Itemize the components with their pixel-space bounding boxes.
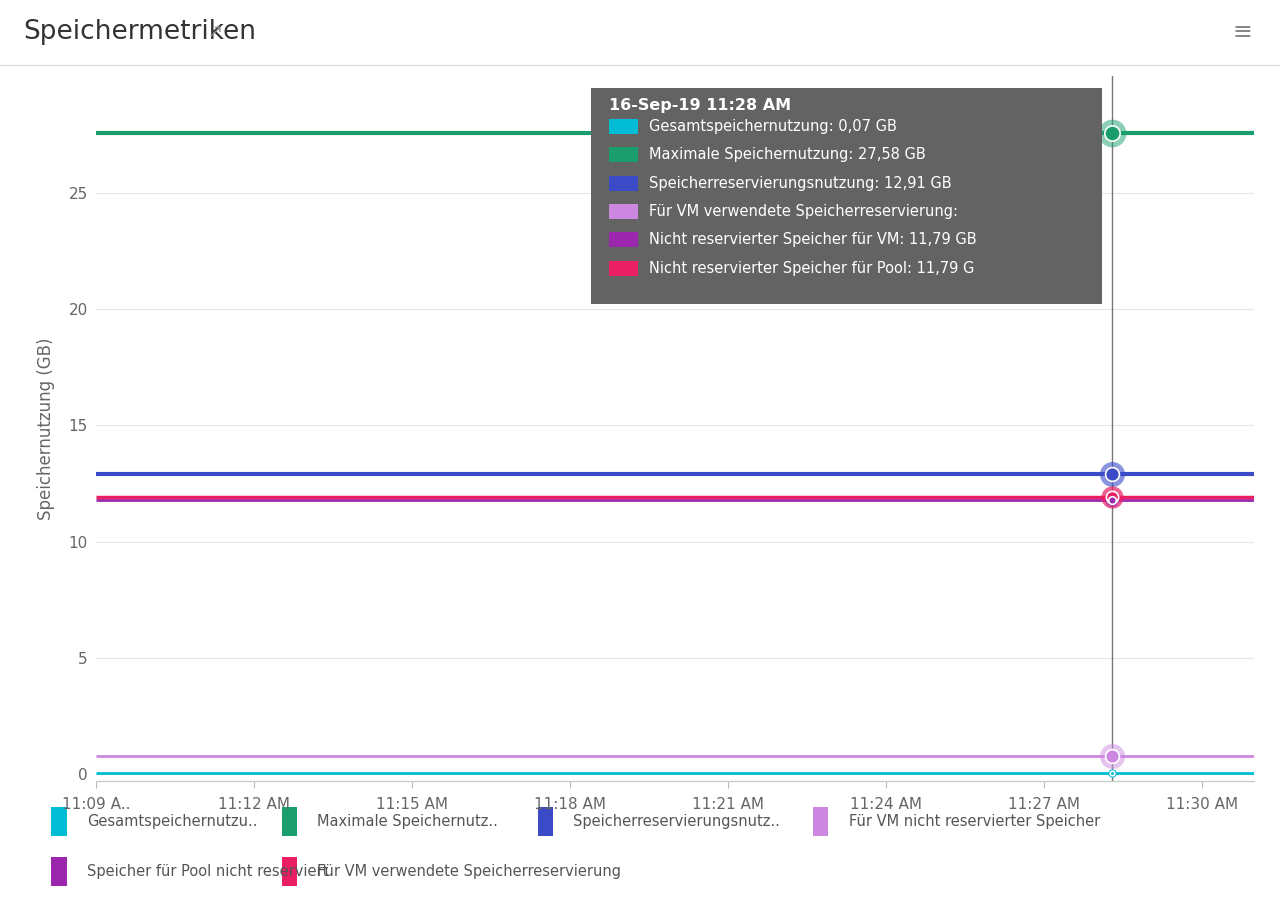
Text: Nicht reservierter Speicher für Pool: 11,79 G: Nicht reservierter Speicher für Pool: 11…: [649, 260, 974, 276]
Bar: [282, 807, 297, 836]
Bar: [51, 857, 67, 885]
Bar: [591, 88, 1102, 304]
Text: Für VM verwendete Speicherreservierung:: Für VM verwendete Speicherreservierung:: [649, 204, 957, 219]
Bar: [609, 175, 639, 190]
Text: Gesamtspeichernutzung: 0,07 GB: Gesamtspeichernutzung: 0,07 GB: [649, 119, 897, 134]
Bar: [609, 233, 639, 248]
Text: Für VM nicht reservierter Speicher: Für VM nicht reservierter Speicher: [849, 814, 1100, 829]
Y-axis label: Speichernutzung (GB): Speichernutzung (GB): [37, 338, 55, 520]
Text: 16-Sep-19 11:28 AM: 16-Sep-19 11:28 AM: [609, 99, 791, 113]
Bar: [282, 857, 297, 885]
Text: ↗: ↗: [207, 23, 223, 41]
Bar: [538, 807, 553, 836]
Text: Gesamtspeichernutzu..: Gesamtspeichernutzu..: [87, 814, 257, 829]
Bar: [51, 807, 67, 836]
Text: Maximale Speichernutz..: Maximale Speichernutz..: [317, 814, 498, 829]
Text: Speichermetriken: Speichermetriken: [23, 20, 256, 45]
Text: ≡: ≡: [1233, 21, 1252, 44]
Text: Speicherreservierungsnutz..: Speicherreservierungsnutz..: [573, 814, 781, 829]
Text: Für VM verwendete Speicherreservierung: Für VM verwendete Speicherreservierung: [317, 864, 622, 878]
Bar: [609, 204, 639, 219]
Bar: [609, 260, 639, 276]
Bar: [609, 147, 639, 163]
Bar: [813, 807, 828, 836]
Text: Nicht reservierter Speicher für VM: 11,79 GB: Nicht reservierter Speicher für VM: 11,7…: [649, 233, 977, 247]
Text: Speicher für Pool nicht reserviert: Speicher für Pool nicht reserviert: [87, 864, 329, 878]
Text: Speicherreservierungsnutzung: 12,91 GB: Speicherreservierungsnutzung: 12,91 GB: [649, 176, 951, 190]
Text: Maximale Speichernutzung: 27,58 GB: Maximale Speichernutzung: 27,58 GB: [649, 147, 925, 163]
Bar: [609, 119, 639, 134]
